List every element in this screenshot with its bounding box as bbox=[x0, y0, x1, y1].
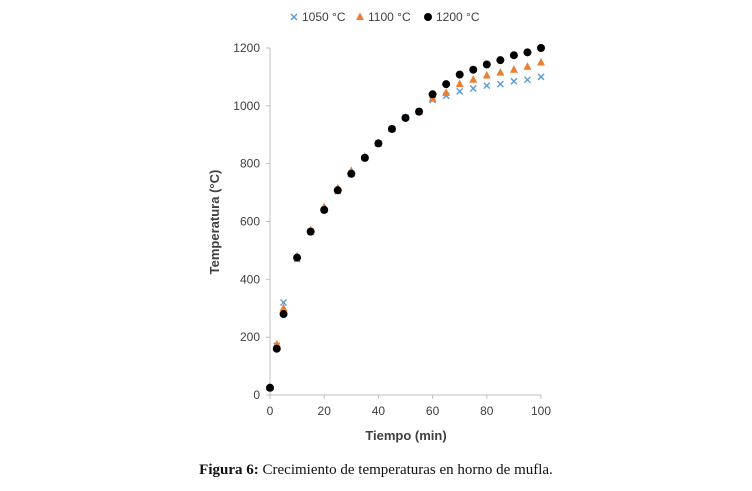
data-point bbox=[482, 60, 491, 69]
legend-label: 1200 °C bbox=[436, 10, 480, 24]
y-tick-label: 600 bbox=[240, 215, 260, 229]
data-point bbox=[293, 253, 302, 262]
y-tick-label: 400 bbox=[240, 272, 260, 286]
data-point bbox=[537, 44, 545, 52]
figure-caption: Figura 6: Crecimiento de temperaturas en… bbox=[0, 462, 752, 479]
data-point bbox=[523, 62, 532, 70]
data-point bbox=[272, 344, 281, 353]
marker-stroke bbox=[280, 298, 288, 306]
marker-stroke bbox=[496, 80, 504, 88]
data-point bbox=[537, 73, 545, 81]
data-point bbox=[401, 113, 410, 122]
data-point bbox=[266, 383, 274, 392]
data-point bbox=[428, 90, 437, 99]
chart-legend: 1050 °C 1100 °C 1200 °C bbox=[290, 10, 480, 24]
y-tick-label: 1000 bbox=[233, 99, 260, 113]
marker-stroke bbox=[537, 73, 545, 81]
series-triangle bbox=[266, 57, 545, 390]
data-point bbox=[455, 79, 464, 88]
data-point bbox=[387, 124, 396, 133]
y-tick-label: 1200 bbox=[233, 41, 260, 55]
x-tick-label: 60 bbox=[426, 404, 440, 418]
x-tick-label: 0 bbox=[267, 404, 274, 418]
figure-caption-label: Figura 6: bbox=[199, 462, 259, 478]
data-point bbox=[523, 76, 531, 84]
data-point bbox=[374, 139, 383, 148]
data-point bbox=[279, 303, 288, 312]
data-point bbox=[469, 65, 478, 74]
data-point bbox=[496, 80, 504, 88]
series-circle bbox=[266, 44, 545, 392]
marker-stroke bbox=[483, 82, 491, 90]
data-point bbox=[320, 205, 329, 214]
data-point bbox=[279, 310, 288, 319]
marker-stroke bbox=[456, 87, 464, 95]
marker-stroke bbox=[523, 76, 531, 84]
data-point bbox=[455, 70, 464, 79]
legend-label: 1050 °C bbox=[302, 10, 346, 24]
x-tick-label: 80 bbox=[480, 404, 494, 418]
data-point bbox=[523, 48, 532, 57]
data-point bbox=[509, 51, 518, 60]
data-point bbox=[537, 57, 545, 66]
data-point bbox=[415, 107, 424, 116]
x-tick-label: 100 bbox=[531, 404, 551, 418]
data-point bbox=[280, 298, 288, 306]
y-axis-label: Temperatura (°C) bbox=[207, 170, 222, 275]
data-point bbox=[456, 87, 464, 95]
data-point bbox=[496, 68, 505, 76]
y-tick-label: 0 bbox=[253, 388, 260, 402]
data-point bbox=[483, 82, 491, 90]
chart-axes: 0 200 400 600 800 1000 1200 0 20 40 60 80 100 bbox=[233, 41, 551, 418]
y-tick-label: 800 bbox=[240, 157, 260, 171]
data-point bbox=[509, 65, 518, 73]
data-point bbox=[469, 75, 478, 83]
marker-stroke bbox=[510, 77, 518, 85]
data-point bbox=[360, 153, 369, 162]
legend-marker bbox=[424, 13, 432, 21]
data-point bbox=[469, 84, 477, 92]
data-point bbox=[482, 70, 491, 79]
data-point bbox=[442, 80, 451, 89]
x-tick-label: 40 bbox=[372, 404, 386, 418]
marker-stroke bbox=[290, 13, 298, 21]
legend-marker bbox=[356, 12, 364, 20]
data-point bbox=[347, 169, 356, 178]
chart-points bbox=[266, 44, 545, 392]
data-point bbox=[442, 88, 451, 96]
data-point bbox=[333, 186, 342, 195]
data-point bbox=[510, 77, 518, 85]
legend-label: 1100 °C bbox=[368, 10, 411, 24]
x-tick-label: 20 bbox=[318, 404, 332, 418]
x-axis-label: Tiempo (min) bbox=[365, 428, 446, 443]
legend-marker bbox=[290, 13, 298, 21]
y-tick-label: 200 bbox=[240, 330, 260, 344]
data-point bbox=[306, 227, 315, 236]
data-point bbox=[496, 56, 505, 65]
figure-caption-text: Crecimiento de temperaturas en horno de … bbox=[262, 462, 553, 478]
marker-stroke bbox=[469, 84, 477, 92]
